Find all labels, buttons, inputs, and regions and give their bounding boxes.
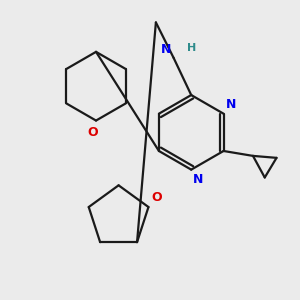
Text: N: N [193,172,204,186]
Text: O: O [152,191,162,204]
Text: N: N [161,43,172,56]
Text: O: O [88,126,98,140]
Text: N: N [226,98,236,111]
Text: H: H [187,43,196,53]
